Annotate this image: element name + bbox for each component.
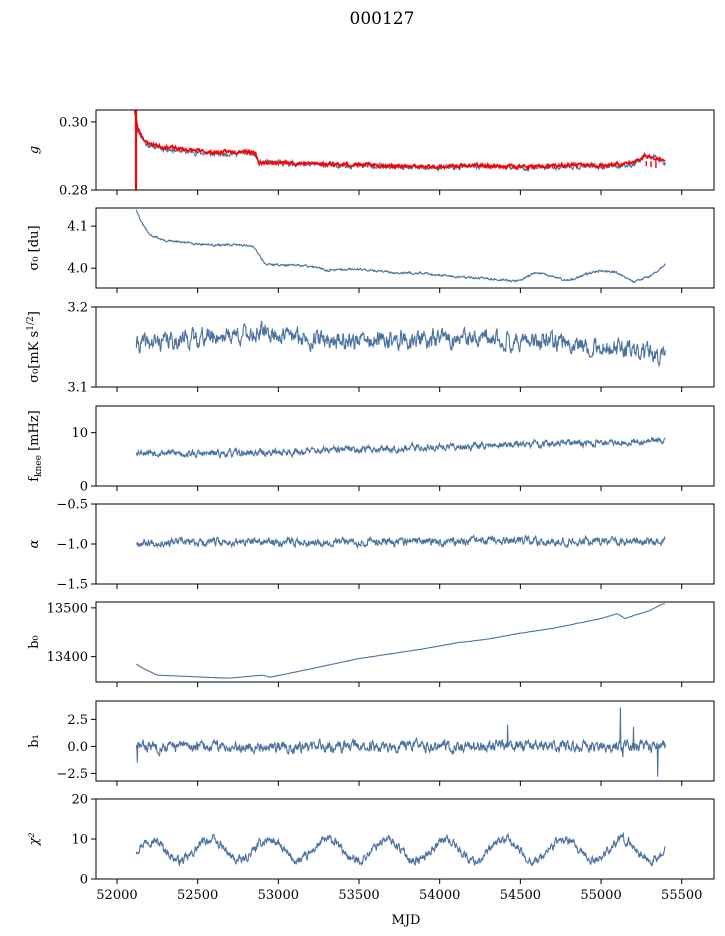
panel-frame [95,306,715,388]
x-tick-label: 54000 [419,888,460,903]
series-group [136,534,666,550]
panel-chi2: 0 10 20 χ² [27,793,715,888]
series-group [135,209,666,284]
y-tick-label: 20 [71,793,88,808]
panel-frame [95,601,715,683]
panel-b0: 13400 13500 b₀ [27,601,715,687]
series-group [135,707,666,777]
x-axis-label: MJD [392,913,421,928]
y-tick-label: 3.1 [67,381,88,396]
series-group [133,110,666,190]
panel-frame [95,503,715,585]
y-tick-label: −2.5 [56,767,88,782]
y-tick-label: −1.0 [56,538,88,553]
panel-frame [95,109,715,191]
data-line [135,209,666,284]
x-tick-label: 55500 [661,888,702,903]
y-tick-label: 2.5 [67,713,88,728]
data-line [135,707,666,777]
x-tick-label: 53000 [258,888,299,903]
y-tick-label: 3.2 [67,301,88,316]
panel-frame [95,700,715,782]
y-axis-label: b₀ [27,635,42,649]
panels: 0.28 0.30 g 4.0 4.1 σ₀ [du] 3.1 3.2 σ₀[mK s1/2] 0… [26,109,715,888]
y-tick-label: 0.30 [59,115,88,130]
panel-fknee: 0 10 fknee [mHz] [27,405,715,495]
x-tick-label: 53500 [338,888,379,903]
y-tick-label: −0.5 [56,498,88,513]
panel-b1: −2.5 0.0 2.5 b₁ [27,700,715,786]
y-tick-label: 0.28 [59,184,88,199]
data-line [135,436,666,459]
x-tick-label: 52500 [177,888,218,903]
data-line [136,534,666,550]
y-tick-label: 13500 [47,601,88,616]
y-axis-label: α [27,539,42,548]
x-tick-label: 54500 [500,888,541,903]
x-axis: 52000 52500 53000 53500 54000 54500 55000 55500 [96,888,702,903]
y-axis-label: χ² [27,832,42,846]
y-tick-label: −1.5 [56,578,88,593]
series-group [135,320,666,368]
y-axis-label: b₁ [27,734,42,748]
y-tick-label: 0 [80,480,88,495]
y-tick-label: 0.0 [67,740,88,755]
series-group [135,831,666,868]
y-axis-label: σ₀ [du] [27,225,42,270]
panel-sigma0-mk: 3.1 3.2 σ₀[mK s1/2] [26,301,715,396]
x-tick-label: 52000 [96,888,137,903]
y-axis-label: fknee [mHz] [27,410,44,482]
series-group [136,603,665,679]
data-line [136,603,665,679]
y-tick-label: 10 [71,426,88,441]
y-tick-label: 10 [71,833,88,848]
panel-frame [95,798,715,880]
panel-frame [95,405,715,487]
x-tick-label: 55000 [580,888,621,903]
data-line [135,320,666,368]
y-tick-label: 0 [80,873,88,888]
y-axis-label: g [27,146,42,154]
figure-title: 000127 [350,9,415,29]
panel-sigma0-du: 4.0 4.1 σ₀ [du] [27,207,715,293]
panel-alpha: −1.5 −1.0 −0.5 α [27,498,715,593]
panel-g: 0.28 0.30 g [27,109,715,199]
series-group [135,436,666,459]
y-tick-label: 13400 [47,650,88,665]
y-tick-label: 4.1 [67,220,88,235]
y-axis-label: σ₀[mK s1/2] [26,311,42,383]
panel-frame [95,207,715,289]
data-line [135,831,666,868]
y-tick-label: 4.0 [67,262,88,277]
fit-line [133,110,666,171]
